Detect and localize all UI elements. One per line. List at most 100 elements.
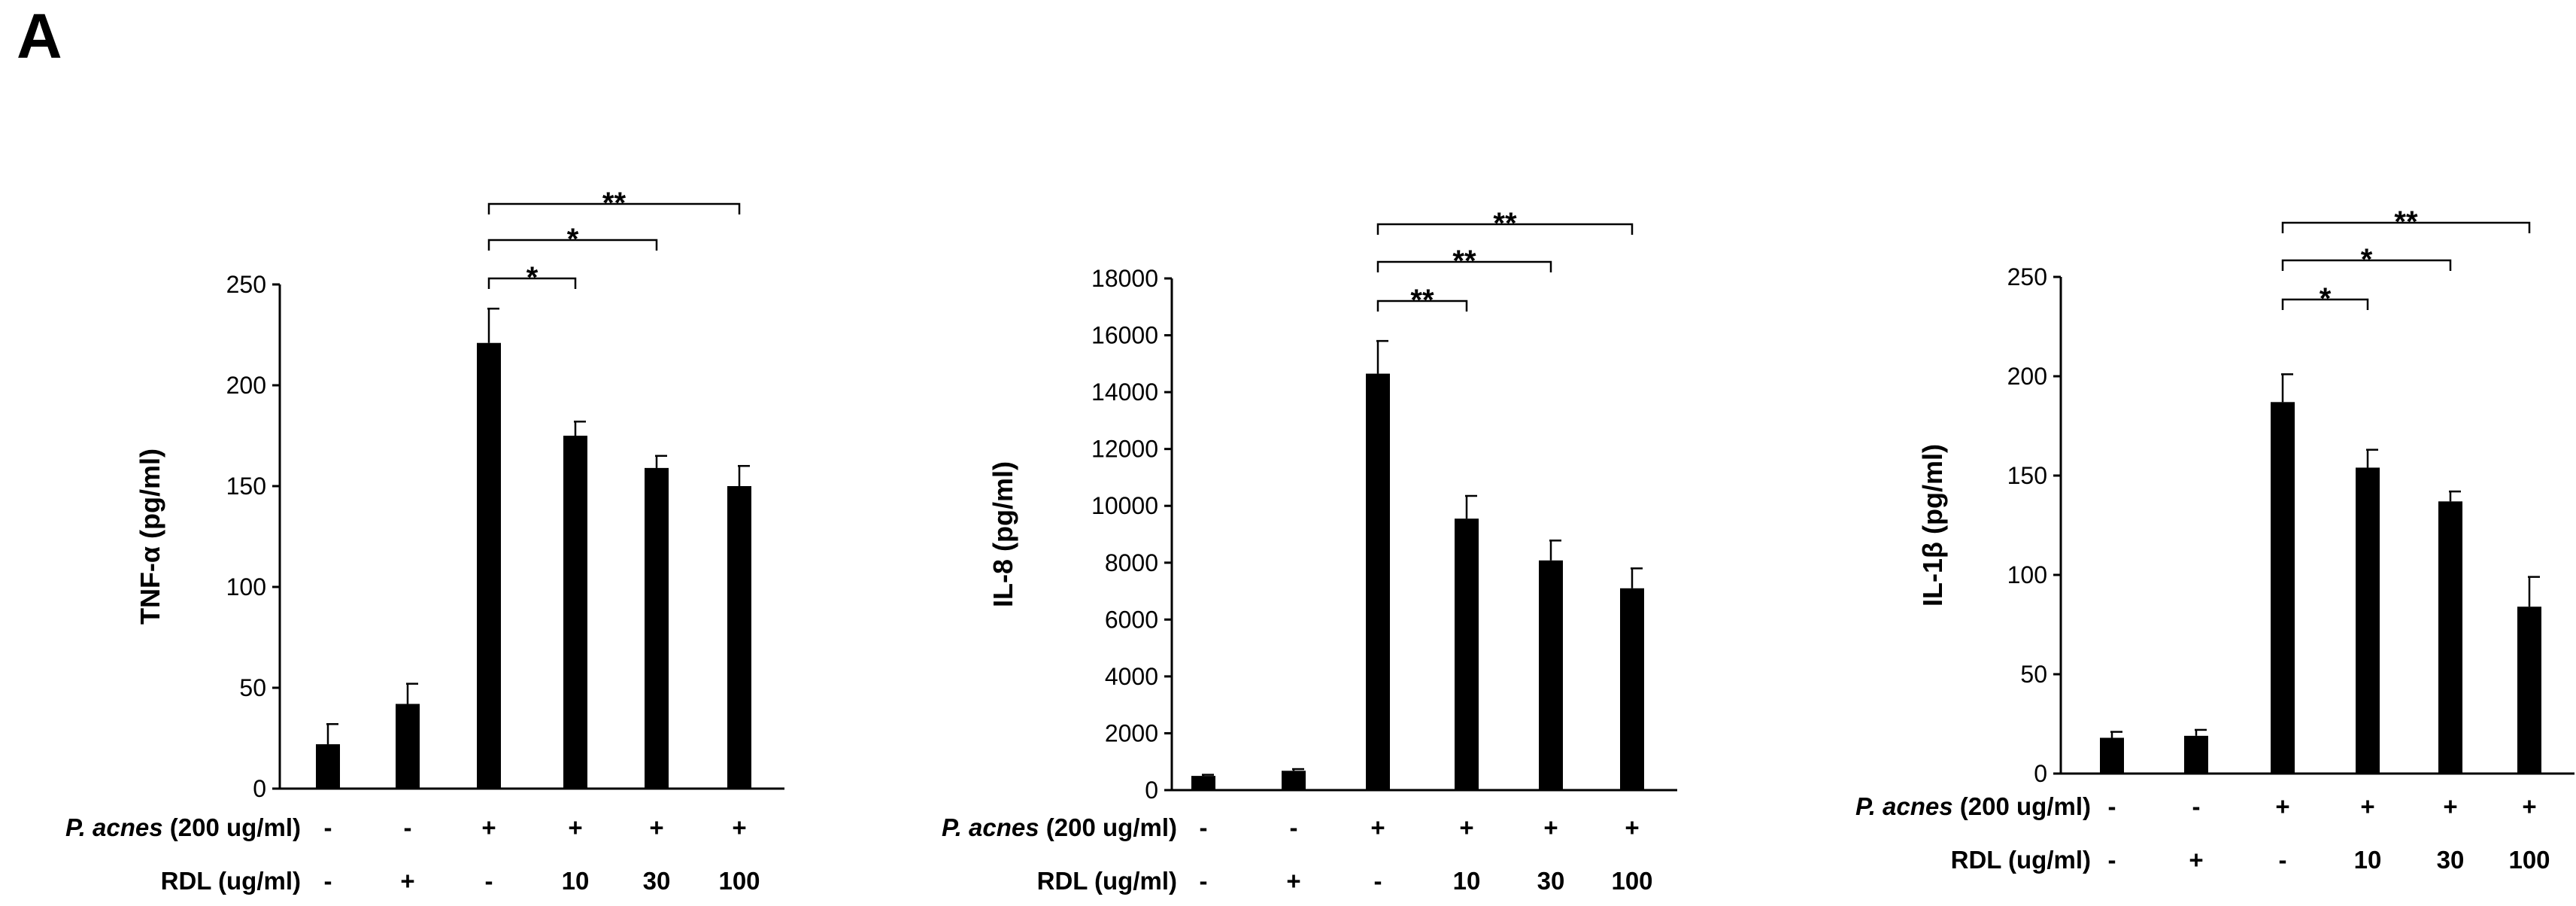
y-axis-label: IL-1β (pg/ml) (1917, 444, 1948, 607)
condition-cell: - (1200, 867, 1208, 895)
y-tick-label: 0 (1145, 777, 1158, 804)
y-tick-label: 100 (2007, 561, 2047, 588)
condition-cell: 30 (1537, 867, 1565, 895)
condition-row-label-italic: P. acnes (1855, 792, 1953, 820)
condition-cell: + (732, 813, 746, 841)
condition-cell: - (2108, 846, 2116, 874)
significance-bracket (487, 202, 741, 214)
condition-cell: - (2279, 846, 2287, 874)
condition-row-label: P. acnes (200 ug/ml) (942, 813, 1177, 841)
condition-cell: + (1370, 813, 1385, 841)
bar (1539, 560, 1563, 790)
condition-cell: 10 (2354, 846, 2382, 874)
panel-label: A (17, 1, 62, 71)
condition-cell: + (568, 813, 582, 841)
condition-row-label-italic: P. acnes (942, 813, 1039, 841)
y-tick-label: 18000 (1091, 265, 1158, 292)
bar (2517, 607, 2541, 774)
condition-cell: + (2189, 846, 2203, 874)
condition-row-label-italic: P. acnes (65, 813, 163, 841)
bar (2184, 735, 2208, 774)
y-tick-label: 200 (226, 372, 266, 399)
bar (1620, 588, 1644, 790)
condition-cell: - (404, 813, 412, 841)
condition-cell: 100 (2508, 846, 2550, 874)
y-axis-label: IL-8 (pg/ml) (988, 461, 1018, 607)
significance-label: ** (1410, 284, 1434, 317)
y-tick-label: 14000 (1091, 379, 1158, 406)
significance-label: ** (1493, 207, 1517, 240)
bar (2100, 737, 2124, 774)
y-tick-label: 250 (226, 271, 266, 298)
condition-cell: + (1459, 813, 1473, 841)
bar (727, 486, 751, 789)
condition-row-label-rest: (200 ug/ml) (163, 813, 301, 841)
condition-cell: - (1200, 813, 1208, 841)
condition-row-label-rest: (200 ug/ml) (1039, 813, 1177, 841)
bar (1455, 518, 1479, 790)
significance-label: * (567, 223, 579, 256)
condition-cell: 30 (2437, 846, 2465, 874)
condition-cell: - (324, 867, 332, 895)
y-tick-label: 150 (226, 473, 266, 500)
condition-cell: + (1625, 813, 1639, 841)
condition-cell: + (400, 867, 414, 895)
condition-cell: + (2522, 792, 2536, 820)
y-tick-label: 4000 (1105, 663, 1158, 690)
bar (396, 704, 420, 789)
y-tick-label: 0 (253, 775, 266, 802)
y-tick-label: 250 (2007, 263, 2047, 290)
y-tick-label: 12000 (1091, 436, 1158, 463)
y-tick-label: 16000 (1091, 322, 1158, 349)
condition-cell: + (2360, 792, 2374, 820)
condition-cell: - (485, 867, 493, 895)
condition-cell: 100 (1611, 867, 1652, 895)
bar (2356, 467, 2380, 774)
bar (1191, 776, 1215, 790)
condition-cell: 30 (643, 867, 671, 895)
significance-bracket (1376, 299, 1468, 312)
condition-row-label: RDL (ug/ml) (1951, 846, 2091, 874)
y-tick-label: 6000 (1105, 606, 1158, 633)
y-tick-label: 100 (226, 573, 266, 600)
condition-cell: + (2275, 792, 2289, 820)
condition-cell: - (2192, 792, 2201, 820)
y-tick-label: 10000 (1091, 492, 1158, 519)
y-tick-label: 200 (2007, 363, 2047, 390)
bar (645, 467, 669, 789)
condition-row-label: RDL (ug/ml) (161, 867, 301, 895)
bar (2271, 402, 2295, 774)
bar (477, 342, 501, 789)
condition-cell: - (324, 813, 332, 841)
y-tick-label: 50 (2020, 661, 2047, 688)
condition-cell: + (1286, 867, 1300, 895)
significance-bracket (1376, 260, 1552, 272)
significance-label: ** (602, 187, 627, 220)
condition-cell: + (481, 813, 496, 841)
significance-bracket (2281, 221, 2531, 233)
bar (1366, 373, 1390, 790)
condition-cell: - (1290, 813, 1298, 841)
condition-row-label-rest: (200 ug/ml) (1953, 792, 2091, 820)
y-tick-label: 150 (2007, 462, 2047, 489)
y-tick-label: 0 (2034, 760, 2047, 787)
y-tick-label: 8000 (1105, 549, 1158, 576)
condition-row-label: P. acnes (200 ug/ml) (1855, 792, 2091, 820)
y-tick-label: 2000 (1105, 719, 1158, 746)
bar (563, 436, 587, 789)
condition-cell: - (2108, 792, 2116, 820)
condition-cell: 10 (562, 867, 590, 895)
significance-label: * (526, 261, 539, 294)
condition-cell: 10 (1453, 867, 1481, 895)
significance-label: ** (1452, 245, 1476, 278)
chart-2: 0 2000 4000 6000 8000 10000 12000 14000 16000 180… (942, 207, 1677, 895)
significance-label: * (2320, 282, 2332, 315)
significance-label: * (2361, 243, 2373, 276)
condition-row-label: P. acnes (200 ug/ml) (65, 813, 301, 841)
condition-row-label: RDL (ug/ml) (1037, 867, 1177, 895)
condition-cell: + (1543, 813, 1558, 841)
significance-bracket (487, 239, 658, 251)
